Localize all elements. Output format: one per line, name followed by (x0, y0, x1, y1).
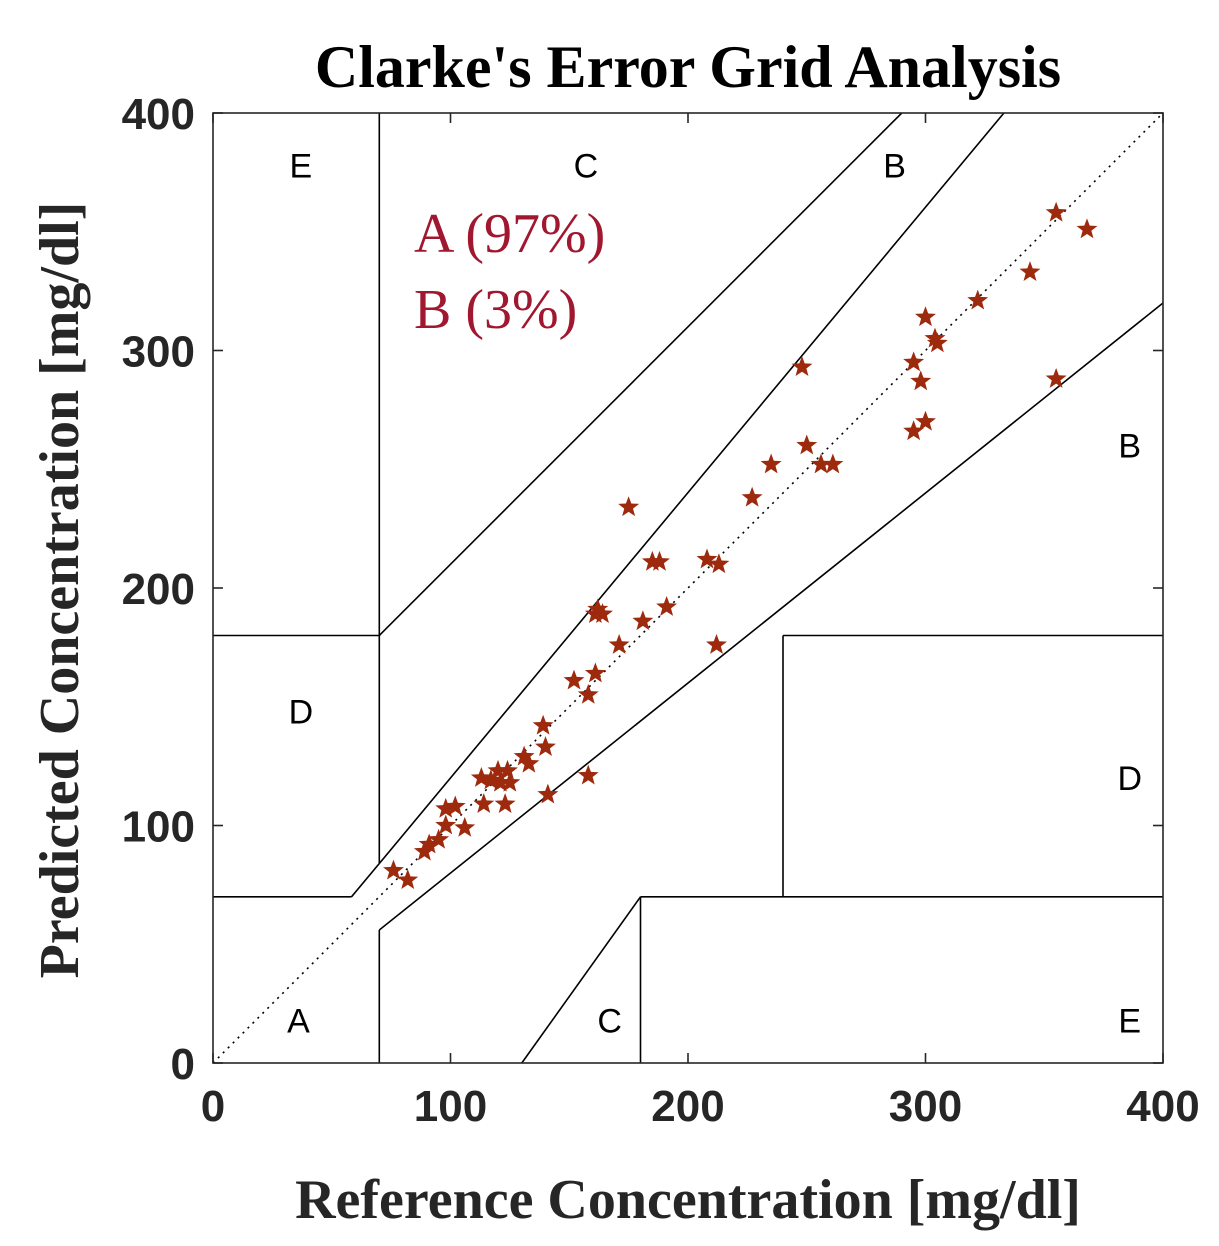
data-point-31 (632, 610, 654, 631)
zone-label-d-5: D (289, 694, 314, 732)
y-tick-label-4: 400 (122, 90, 195, 139)
data-point-16 (499, 771, 521, 792)
data-point-37 (708, 553, 730, 574)
axes: 0 100 200 300 400 0 100 200 300 400 (122, 90, 1200, 1131)
data-point-5 (435, 814, 457, 835)
boundary-zone-a-lower (378, 302, 1164, 931)
data-point-1 (397, 869, 419, 890)
zone-label-b-2: B (1118, 428, 1141, 466)
data-point-40 (791, 356, 813, 377)
data-point-39 (760, 453, 782, 474)
y-axis-label: Predicted Concentration [mg/dl] (29, 202, 91, 979)
data-point-14 (494, 793, 516, 814)
x-tick-label-4: 400 (1126, 1082, 1199, 1131)
data-point-23 (577, 683, 599, 704)
boundary-zone-a-upper-1 (350, 862, 380, 898)
zone-stat-b: B (3%) (414, 279, 577, 341)
data-point-6 (435, 797, 457, 818)
data-point-50 (926, 332, 948, 353)
y-tick-label-3: 300 (122, 328, 195, 377)
data-point-21 (537, 783, 559, 804)
x-axis-label: Reference Concentration [mg/dl] (295, 1169, 1081, 1231)
data-point-44 (903, 351, 925, 372)
data-point-20 (535, 736, 556, 757)
data-point-13 (489, 771, 511, 792)
data-point-24 (577, 764, 599, 785)
data-point-41 (796, 434, 818, 455)
zone-label-e-7: E (290, 147, 313, 185)
data-point-36 (706, 634, 727, 654)
data-point-3 (418, 833, 440, 854)
data-point-10 (473, 793, 495, 814)
data-point-19 (532, 714, 554, 735)
data-point-12 (487, 759, 509, 780)
data-point-48 (915, 410, 936, 431)
y-tick-label-2: 200 (122, 565, 195, 614)
data-point-33 (649, 550, 670, 571)
boundary-diagonal-identity (212, 112, 1164, 1064)
y-tick-label-1: 100 (122, 803, 195, 852)
data-point-18 (518, 752, 540, 773)
data-point-25 (584, 662, 606, 683)
zone-labels: A B B C C D D E E (287, 147, 1142, 1040)
data-point-51 (967, 289, 989, 310)
data-point-15 (497, 759, 518, 780)
data-point-43 (822, 453, 844, 474)
chart-title: Clarke's Error Grid Analysis (315, 34, 1061, 100)
zone-label-d-6: D (1117, 760, 1142, 798)
x-tick-label-1: 100 (414, 1082, 487, 1131)
data-points (383, 201, 1098, 890)
data-point-45 (903, 420, 925, 441)
boundary-zone-a-upper-2 (378, 112, 1005, 865)
zone-boundaries (212, 112, 1164, 1064)
zone-statistics: A (97%) B (3%) (414, 203, 605, 341)
data-point-55 (1076, 218, 1098, 239)
data-point-34 (656, 596, 678, 616)
data-point-52 (1019, 261, 1041, 282)
data-point-49 (924, 327, 946, 348)
data-point-8 (454, 816, 476, 837)
zone-label-e-8: E (1118, 1002, 1141, 1040)
x-tick-label-2: 200 (651, 1082, 724, 1131)
data-point-47 (915, 306, 936, 327)
boundary-zone-c-lower (521, 896, 642, 1064)
data-point-28 (592, 603, 613, 624)
data-point-29 (608, 634, 630, 654)
x-tick-label-0: 0 (201, 1082, 225, 1131)
data-point-42 (810, 453, 832, 474)
zone-stat-a: A (97%) (414, 203, 605, 265)
x-tick-label-3: 300 (889, 1082, 962, 1131)
data-point-35 (696, 548, 718, 569)
boundary-zone-c-upper (378, 112, 903, 637)
data-point-17 (513, 745, 535, 766)
y-tick-label-0: 0 (171, 1040, 195, 1089)
zone-label-a-0: A (287, 1002, 310, 1040)
data-point-27 (587, 598, 609, 619)
zone-label-b-1: B (883, 147, 906, 185)
data-point-22 (563, 669, 585, 690)
data-point-38 (741, 486, 763, 507)
data-point-4 (428, 828, 450, 849)
data-point-53 (1045, 201, 1067, 222)
data-point-54 (1045, 368, 1067, 388)
zone-label-c-4: C (597, 1002, 622, 1040)
data-point-7 (444, 795, 466, 816)
zone-label-c-3: C (574, 147, 599, 185)
data-point-46 (910, 370, 932, 391)
data-point-30 (618, 496, 640, 517)
data-point-0 (383, 859, 404, 880)
